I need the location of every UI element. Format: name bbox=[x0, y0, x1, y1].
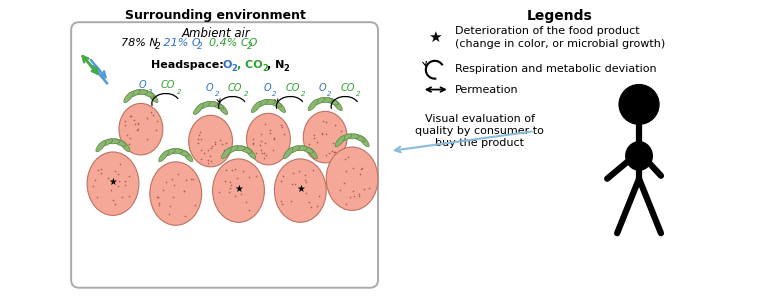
Text: , CO: , CO bbox=[236, 60, 262, 70]
Text: O: O bbox=[223, 60, 232, 70]
Ellipse shape bbox=[158, 151, 168, 162]
Ellipse shape bbox=[345, 134, 359, 139]
FancyBboxPatch shape bbox=[71, 22, 378, 288]
Text: 0,4% CO: 0,4% CO bbox=[202, 38, 257, 48]
Text: 2: 2 bbox=[177, 89, 181, 94]
Text: ★: ★ bbox=[234, 184, 243, 194]
Text: 2: 2 bbox=[148, 89, 152, 94]
Text: Surrounding environment: Surrounding environment bbox=[125, 9, 306, 22]
Ellipse shape bbox=[149, 91, 158, 103]
Ellipse shape bbox=[193, 103, 203, 115]
Text: 2: 2 bbox=[243, 91, 248, 97]
Text: 2: 2 bbox=[262, 64, 268, 73]
Ellipse shape bbox=[308, 100, 318, 111]
Text: 2: 2 bbox=[272, 91, 277, 97]
Ellipse shape bbox=[119, 103, 163, 155]
Ellipse shape bbox=[100, 139, 113, 146]
Ellipse shape bbox=[625, 141, 653, 171]
Text: 2: 2 bbox=[327, 91, 332, 97]
Text: , N: , N bbox=[268, 60, 285, 70]
Text: Respiration and metabolic deviation: Respiration and metabolic deviation bbox=[455, 64, 656, 74]
Ellipse shape bbox=[121, 141, 130, 152]
Ellipse shape bbox=[218, 103, 227, 115]
Text: Visual evaluation of
quality by consumer to
buy the product: Visual evaluation of quality by consumer… bbox=[415, 114, 544, 147]
Text: Ambient air: Ambient air bbox=[181, 27, 250, 40]
Text: 2: 2 bbox=[301, 91, 305, 97]
Text: O: O bbox=[318, 83, 326, 92]
Ellipse shape bbox=[124, 91, 133, 103]
Ellipse shape bbox=[87, 152, 139, 215]
Ellipse shape bbox=[318, 97, 332, 103]
Text: Legends: Legends bbox=[527, 9, 592, 23]
Text: CO: CO bbox=[227, 83, 242, 92]
Ellipse shape bbox=[293, 146, 307, 151]
Ellipse shape bbox=[239, 146, 252, 153]
Text: CO: CO bbox=[285, 83, 299, 92]
Text: 2: 2 bbox=[215, 91, 219, 97]
Text: 2: 2 bbox=[196, 42, 202, 51]
Ellipse shape bbox=[231, 146, 246, 151]
Ellipse shape bbox=[255, 100, 268, 107]
Ellipse shape bbox=[246, 148, 255, 159]
Text: 2: 2 bbox=[356, 91, 361, 97]
Text: 21% O: 21% O bbox=[160, 38, 200, 48]
Text: ★: ★ bbox=[428, 30, 442, 45]
Ellipse shape bbox=[352, 134, 365, 141]
Ellipse shape bbox=[96, 141, 105, 152]
Ellipse shape bbox=[134, 90, 148, 94]
Text: CO: CO bbox=[161, 80, 175, 90]
Ellipse shape bbox=[283, 148, 293, 159]
Ellipse shape bbox=[303, 111, 347, 163]
Circle shape bbox=[619, 85, 659, 124]
Ellipse shape bbox=[169, 149, 183, 154]
Ellipse shape bbox=[333, 100, 343, 111]
Text: CO: CO bbox=[340, 83, 355, 92]
Ellipse shape bbox=[183, 151, 193, 162]
Text: O: O bbox=[205, 83, 213, 92]
Text: Deterioration of the food product: Deterioration of the food product bbox=[455, 26, 639, 36]
Ellipse shape bbox=[269, 100, 281, 107]
Ellipse shape bbox=[106, 139, 120, 144]
Text: O: O bbox=[264, 83, 271, 92]
Ellipse shape bbox=[335, 136, 345, 147]
Ellipse shape bbox=[141, 90, 154, 97]
Ellipse shape bbox=[308, 148, 318, 159]
Ellipse shape bbox=[150, 162, 202, 225]
Ellipse shape bbox=[246, 113, 290, 165]
Ellipse shape bbox=[128, 90, 140, 97]
Text: 2: 2 bbox=[283, 64, 290, 73]
Ellipse shape bbox=[198, 102, 210, 109]
Text: ★: ★ bbox=[296, 184, 305, 194]
Ellipse shape bbox=[359, 136, 369, 147]
Ellipse shape bbox=[113, 139, 126, 146]
Ellipse shape bbox=[301, 146, 314, 153]
Ellipse shape bbox=[204, 102, 218, 106]
Text: 78% N: 78% N bbox=[121, 38, 158, 48]
Ellipse shape bbox=[176, 149, 189, 156]
Text: O: O bbox=[139, 80, 146, 90]
Ellipse shape bbox=[221, 148, 231, 159]
Ellipse shape bbox=[325, 98, 338, 105]
Ellipse shape bbox=[287, 146, 300, 153]
Text: 2: 2 bbox=[246, 42, 252, 51]
Ellipse shape bbox=[252, 101, 261, 112]
Ellipse shape bbox=[312, 98, 325, 105]
Ellipse shape bbox=[326, 147, 378, 210]
Text: 2: 2 bbox=[155, 42, 161, 51]
Ellipse shape bbox=[212, 159, 265, 222]
Ellipse shape bbox=[189, 115, 233, 167]
Text: 2: 2 bbox=[231, 64, 237, 73]
Text: Headspace:: Headspace: bbox=[151, 60, 227, 70]
Ellipse shape bbox=[225, 146, 238, 153]
Ellipse shape bbox=[163, 149, 175, 156]
Ellipse shape bbox=[211, 102, 224, 109]
Ellipse shape bbox=[262, 100, 275, 105]
Ellipse shape bbox=[339, 134, 352, 141]
Text: ★: ★ bbox=[108, 177, 117, 187]
Text: (change in color, or microbial growth): (change in color, or microbial growth) bbox=[455, 39, 665, 49]
Text: Permeation: Permeation bbox=[455, 85, 518, 94]
Ellipse shape bbox=[276, 101, 286, 112]
Ellipse shape bbox=[274, 159, 326, 222]
